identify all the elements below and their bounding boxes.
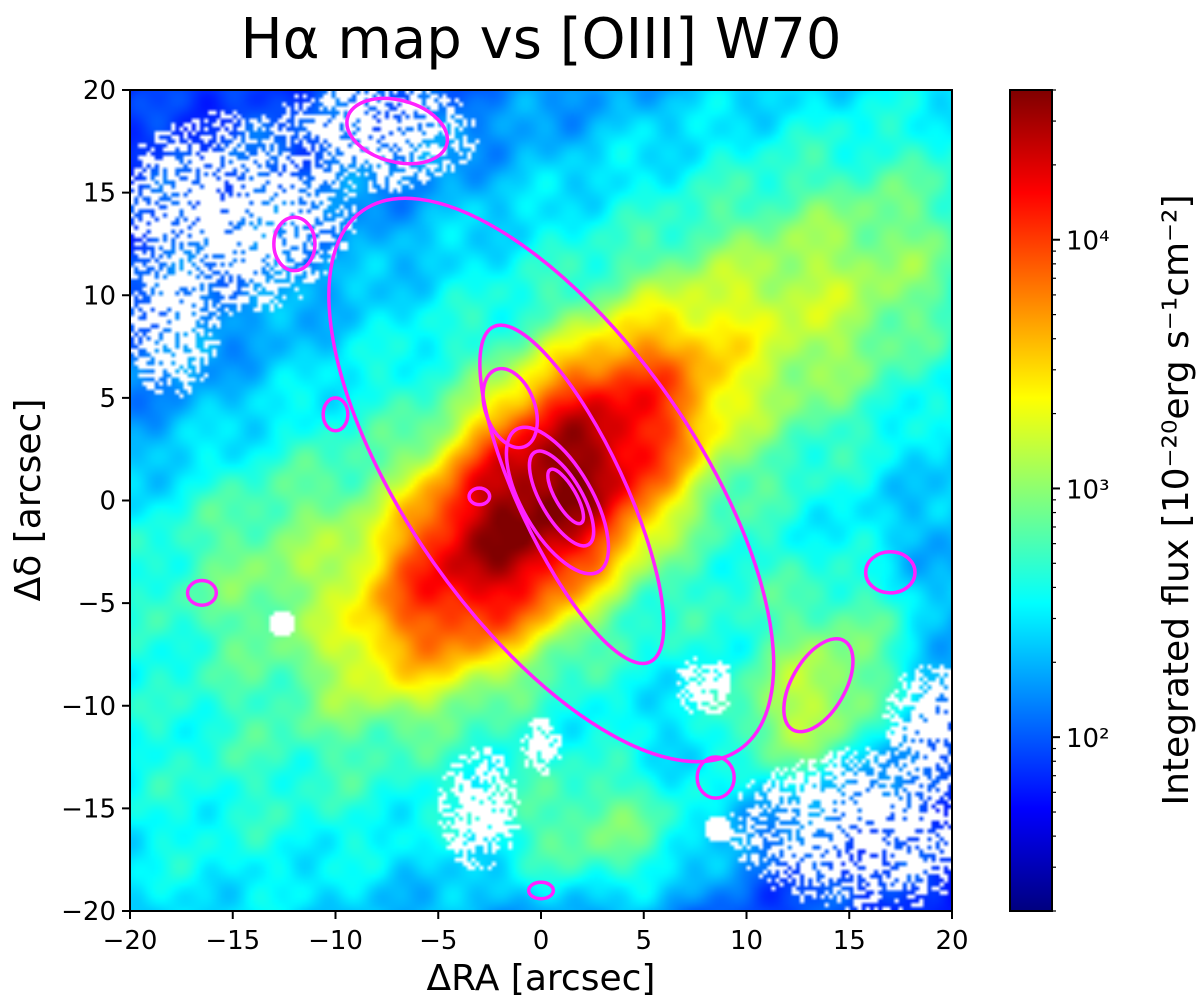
y-axis-label: Δδ [arcsec]: [8, 399, 49, 602]
w70-contour: [272, 215, 317, 273]
x-tick-label: 15: [833, 926, 866, 956]
chart-title: Hα map vs [OIII] W70: [241, 7, 842, 72]
x-tick-label: 20: [935, 926, 968, 956]
w70-contour: [185, 578, 219, 607]
w70-contour: [467, 486, 492, 507]
y-tick-label: 20: [83, 76, 116, 106]
y-tick-label: −10: [61, 692, 116, 722]
oiii-w70-contours: [185, 96, 917, 901]
y-axis: −20 −15 −10 −5 0 5 10 15 20: [61, 76, 130, 927]
x-tick-label: −10: [308, 926, 363, 956]
colorbar-tick-label: 10⁴: [1066, 227, 1110, 257]
colorbar: [1009, 89, 1053, 912]
w70-contour: [327, 196, 776, 764]
colorbar-ticks: 10² 10³ 10⁴: [1052, 89, 1110, 912]
y-tick-label: 5: [99, 384, 116, 414]
w70-contour: [782, 637, 855, 734]
y-tick-label: 0: [99, 487, 116, 517]
x-tick-label: −15: [205, 926, 260, 956]
colorbar-tick-label: 10³: [1066, 475, 1110, 505]
x-tick-label: 0: [533, 926, 550, 956]
y-tick-label: 10: [83, 281, 116, 311]
w70-contour: [478, 323, 666, 666]
x-tick-label: 10: [730, 926, 763, 956]
w70-contour: [863, 550, 917, 595]
x-tick-label: −20: [103, 926, 158, 956]
x-axis-label: ΔRA [arcsec]: [427, 958, 656, 999]
x-tick-label: −5: [419, 926, 457, 956]
w70-contour: [481, 366, 540, 450]
w70-contour: [504, 425, 611, 576]
y-tick-label: −15: [61, 794, 116, 824]
w70-contour: [527, 449, 596, 548]
colorbar-tick-label: 10²: [1066, 724, 1110, 754]
w70-contour: [526, 880, 556, 901]
x-axis: −20 −15 −10 −5 0 5 10 15 20: [103, 911, 969, 956]
x-tick-label: 5: [635, 926, 652, 956]
w70-contour: [345, 96, 450, 166]
w70-contour: [321, 396, 350, 433]
w70-contour: [695, 755, 736, 800]
y-tick-label: −20: [61, 897, 116, 927]
y-tick-label: 15: [83, 179, 116, 209]
w70-contour: [546, 467, 586, 526]
y-tick-label: −5: [78, 589, 116, 619]
colorbar-label: Integrated flux [10⁻²⁰erg s⁻¹cm⁻²]: [1156, 194, 1197, 805]
